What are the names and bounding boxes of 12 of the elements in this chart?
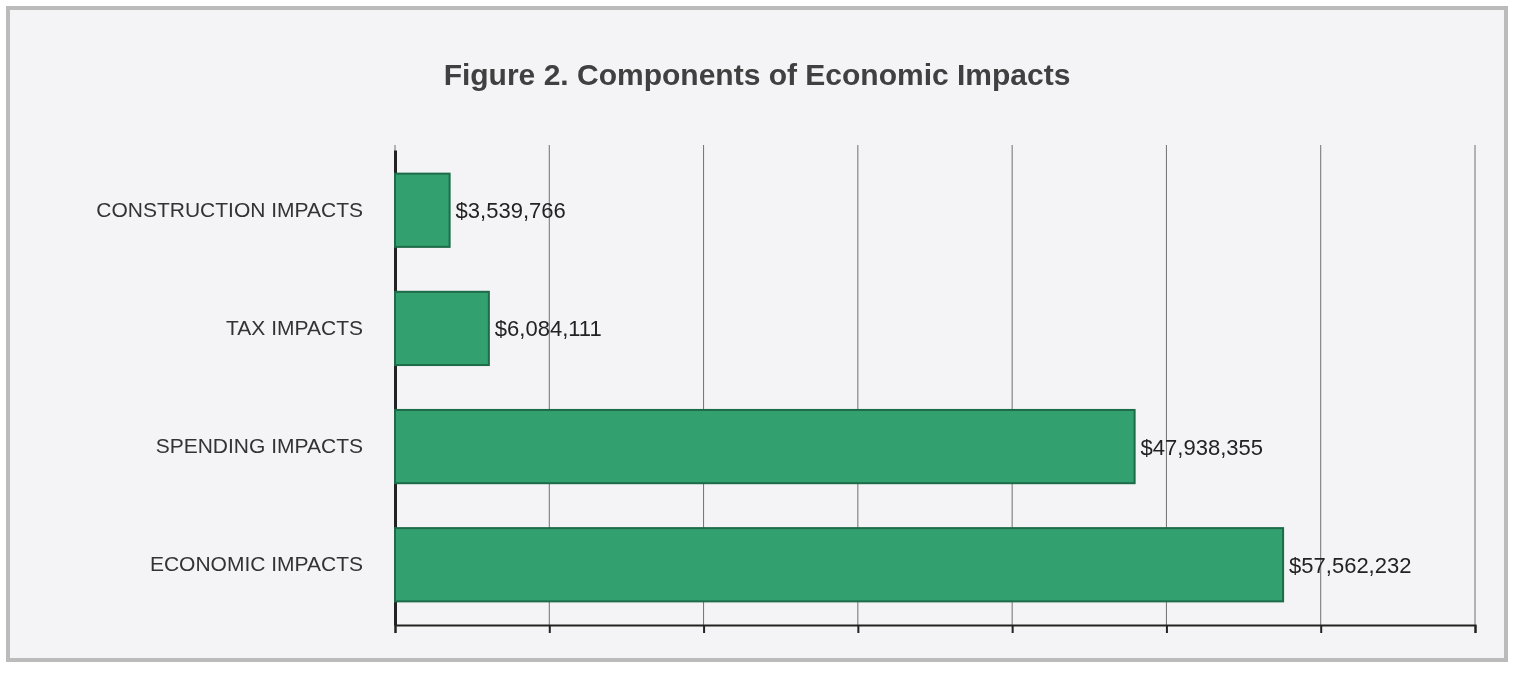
chart-title: Figure 2. Components of Economic Impacts xyxy=(443,58,1071,91)
bar xyxy=(394,527,1285,603)
y-tick-label: ECONOMIC IMPACTS xyxy=(149,552,363,576)
data-label: $3,539,766 xyxy=(455,198,566,224)
y-tick-label: CONSTRUCTION IMPACTS xyxy=(96,197,363,221)
y-tick-label: SPENDING IMPACTS xyxy=(155,434,363,458)
y-tick-label: TAX IMPACTS xyxy=(226,316,363,340)
bar xyxy=(394,408,1136,485)
data-label: $57,562,232 xyxy=(1289,552,1412,578)
bar xyxy=(394,290,490,367)
data-label: $6,084,111 xyxy=(494,316,602,342)
bar xyxy=(394,172,451,248)
